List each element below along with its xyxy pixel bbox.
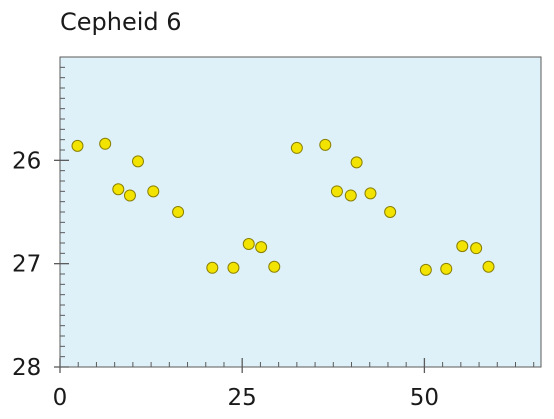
data-point	[268, 260, 281, 273]
chart-title: Cepheid 6	[60, 8, 182, 36]
data-point	[112, 183, 125, 196]
data-point	[330, 185, 343, 198]
y-tick-label: 26	[12, 148, 41, 174]
minor-ticks	[60, 66, 535, 367]
data-point	[470, 242, 483, 255]
data-point	[147, 185, 160, 198]
data-point	[482, 260, 495, 273]
plot-area	[59, 56, 542, 368]
x-tick-label: 25	[228, 385, 257, 411]
major-ticks	[54, 159, 426, 373]
data-point	[319, 138, 332, 151]
y-tick-labels: 26 27 28	[12, 148, 41, 381]
data-point	[99, 137, 112, 150]
data-point	[123, 189, 136, 202]
x-tick-label: 0	[53, 385, 68, 411]
data-point	[255, 241, 268, 254]
data-points	[71, 137, 495, 276]
data-point	[364, 187, 377, 200]
data-point	[206, 261, 219, 274]
data-point	[71, 139, 84, 152]
data-point	[227, 261, 240, 274]
data-point	[172, 206, 185, 218]
x-tick-label: 50	[410, 385, 439, 411]
y-tick-label: 28	[12, 355, 41, 381]
data-point	[419, 263, 432, 276]
y-tick-label: 27	[12, 252, 41, 278]
data-point	[131, 155, 144, 168]
data-point	[344, 189, 357, 202]
data-point	[440, 262, 453, 275]
x-tick-labels: 0 25 50	[53, 385, 439, 411]
data-point	[350, 156, 363, 169]
data-point	[384, 206, 397, 218]
data-point	[290, 141, 303, 154]
data-point	[456, 240, 469, 253]
data-point	[242, 238, 255, 251]
